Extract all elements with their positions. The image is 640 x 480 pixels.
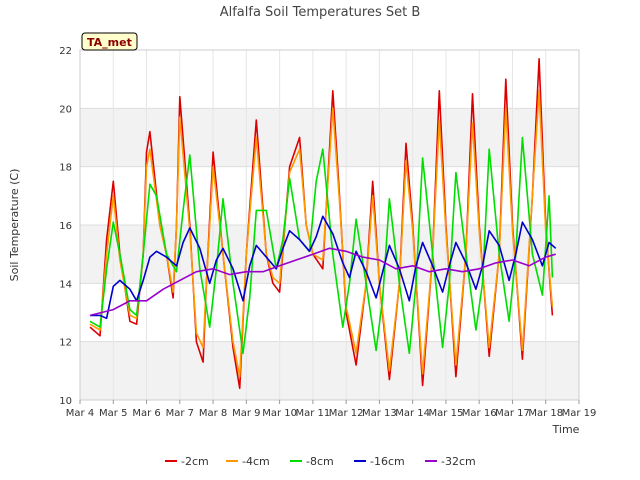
legend-label: -4cm — [242, 455, 270, 468]
y-tick-label: 18 — [59, 163, 72, 174]
x-tick-label: Mar 18 — [528, 408, 563, 419]
legend-item: -2cm — [165, 455, 209, 468]
legend-label: -8cm — [306, 455, 334, 468]
series-line-4cm — [89, 90, 554, 378]
legend-item: -8cm — [290, 455, 334, 468]
x-tick-label: Mar 6 — [132, 408, 160, 419]
plot-band — [80, 341, 579, 400]
legend-item: -16cm — [354, 455, 405, 468]
x-tick-label: Mar 19 — [562, 408, 597, 419]
legend: -2cm -4cm -8cm -16cm -32cm — [165, 455, 476, 468]
chart-title: Alfalfa Soil Temperatures Set B — [220, 5, 421, 20]
x-tick-label: Mar 17 — [495, 408, 530, 419]
x-tick-labels: Mar 4 Mar 5 Mar 6 Mar 7 Mar 8 Mar 9 Mar 10Mar … — [66, 400, 597, 419]
x-tick-label: Mar 16 — [462, 408, 497, 419]
x-tick-label: Mar 4 — [66, 408, 94, 419]
x-tick-label: Mar 11 — [295, 408, 330, 419]
series-lines — [89, 57, 557, 390]
series-line-8cm — [89, 136, 554, 355]
y-tick-label: 10 — [59, 396, 72, 407]
y-tick-label: 20 — [59, 104, 72, 115]
plot-frame — [79, 49, 580, 401]
x-axis-label: Time — [552, 423, 580, 436]
plot-band — [80, 50, 579, 109]
x-tick-label: Mar 10 — [262, 408, 297, 419]
y-tick-labels: 10 12 14 16 18 20 22 — [59, 46, 72, 407]
plot-band — [80, 225, 579, 284]
y-tick-label: 12 — [59, 338, 72, 349]
series-line-16cm — [90, 215, 557, 320]
x-tick-label: Mar 9 — [232, 408, 260, 419]
x-tick-label: Mar 8 — [199, 408, 227, 419]
x-tick-label: Mar 14 — [395, 408, 430, 419]
y-tick-label: 14 — [59, 279, 72, 290]
legend-label: -32cm — [441, 455, 476, 468]
ta-met-badge: TA_met — [81, 32, 138, 51]
badge-label: TA_met — [87, 36, 132, 49]
x-tick-label: Mar 12 — [329, 408, 364, 419]
y-tick-label: 16 — [59, 221, 72, 232]
x-tick-label: Mar 15 — [429, 408, 464, 419]
legend-item: -4cm — [226, 455, 270, 468]
legend-label: -16cm — [370, 455, 405, 468]
x-tick-label: Mar 7 — [166, 408, 194, 419]
x-tick-label: Mar 5 — [99, 408, 127, 419]
series-line-32cm — [89, 247, 556, 317]
y-axis-label: Soil Temperature (C) — [8, 169, 21, 282]
legend-label: -2cm — [181, 455, 209, 468]
x-tick-label: Mar 13 — [362, 408, 397, 419]
legend-item: -32cm — [425, 455, 476, 468]
y-tick-label: 22 — [59, 46, 72, 57]
